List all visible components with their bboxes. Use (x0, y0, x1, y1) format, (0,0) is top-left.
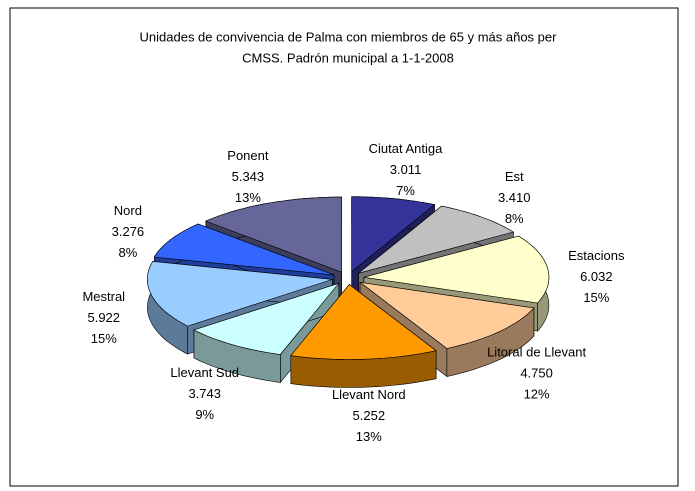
slice (359, 282, 535, 349)
data-label-value: 6.032 (580, 269, 613, 284)
data-label-percent: 8% (119, 245, 138, 260)
data-label-name: Ciutat Antiga (369, 141, 443, 156)
data-label-percent: 15% (583, 290, 609, 305)
data-label-value: 5.922 (87, 310, 120, 325)
data-label-value: 3.011 (390, 162, 422, 177)
data-label-percent: 15% (91, 331, 117, 346)
slice (290, 283, 437, 388)
data-label-value: 3.410 (498, 190, 531, 205)
data-label-value: 5.252 (353, 408, 386, 423)
data-label-name: Mestral (82, 289, 125, 304)
slice (204, 196, 342, 273)
slice (153, 223, 335, 276)
data-label-name: Llevant Nord (332, 387, 406, 402)
slice (363, 235, 550, 304)
data-label-percent: 7% (396, 183, 415, 198)
slice (193, 282, 340, 355)
chart-frame (9, 7, 679, 487)
slice (147, 261, 333, 327)
slice (351, 196, 436, 273)
data-label-percent: 13% (235, 190, 261, 205)
data-label-name: Estacions (568, 248, 625, 263)
chart-title: Unidades de convivencia de Palma con mie… (140, 29, 558, 44)
data-label-name: Nord (114, 203, 142, 218)
data-label-value: 3.276 (112, 224, 145, 239)
data-label-name: Litoral de Llevant (487, 344, 586, 359)
data-label-name: Llevant Sud (170, 365, 239, 380)
data-label-percent: 9% (195, 407, 214, 422)
data-label-value: 3.743 (188, 386, 221, 401)
data-label-value: 4.750 (520, 365, 553, 380)
data-label-name: Ponent (227, 148, 269, 163)
data-label-percent: 8% (505, 211, 524, 226)
data-label-name: Est (505, 169, 524, 184)
slice (358, 205, 515, 274)
data-label-percent: 13% (356, 429, 382, 444)
data-label-percent: 12% (524, 386, 550, 401)
data-label-value: 5.343 (232, 169, 265, 184)
chart-title: CMSS. Padrón municipal a 1-1-2008 (242, 50, 454, 65)
slice (290, 284, 437, 360)
